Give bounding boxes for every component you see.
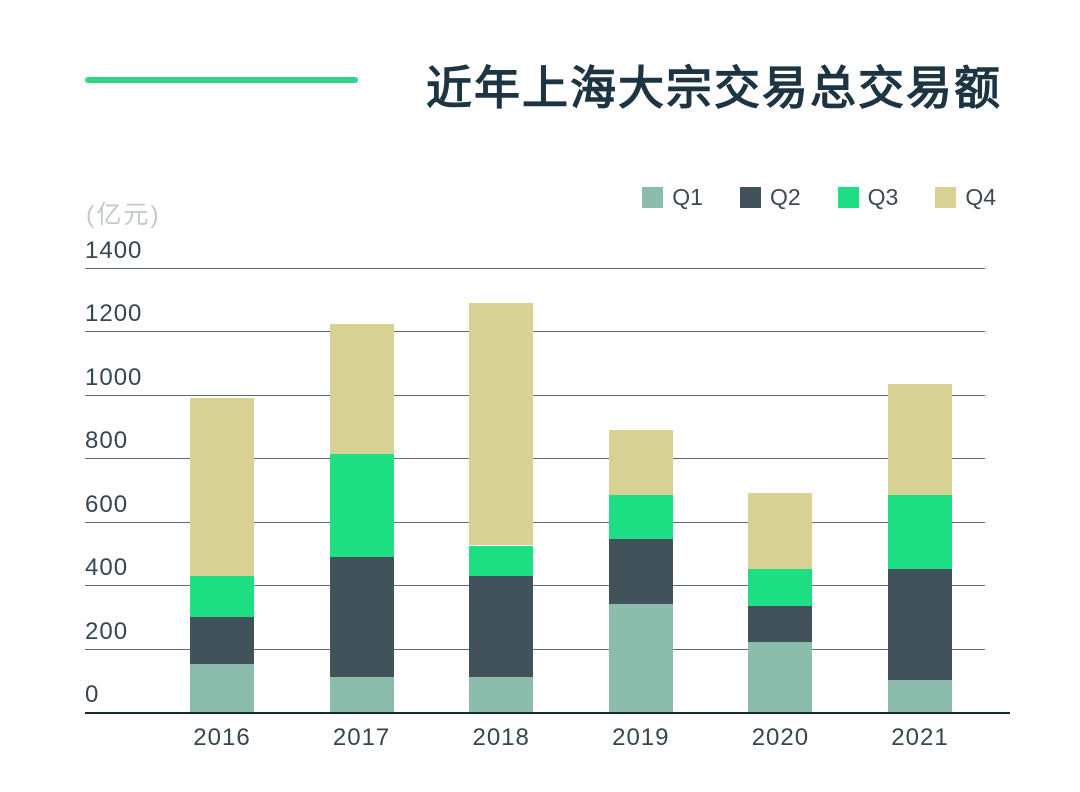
bar-2018-q2-segment	[469, 575, 534, 678]
bar-2019-q4-segment	[608, 429, 673, 495]
title-accent-line	[85, 77, 358, 83]
bar-2018-q1-segment	[469, 677, 534, 712]
y-tick-label-1200: 1200	[85, 300, 143, 328]
bar-2016-q1-segment	[190, 664, 254, 712]
x-tick-label-2021: 2021	[891, 724, 949, 751]
x-tick-label-2016: 2016	[193, 724, 251, 751]
bar-2020-q1-segment	[748, 642, 813, 712]
bar-2017-q1-segment	[329, 677, 394, 712]
bar-2020-q2-segment	[748, 605, 813, 643]
bar-2018-q4-segment	[469, 302, 534, 546]
bar-2016-q3-segment	[190, 575, 254, 617]
legend-item-q3: Q3	[837, 184, 899, 211]
y-axis-unit-label: (亿元)	[86, 201, 161, 229]
legend-swatch-q4	[935, 187, 957, 208]
bar-2019-q2-segment	[608, 539, 673, 605]
gridline-600	[85, 521, 985, 523]
bar-2020-q3-segment	[748, 569, 813, 606]
y-tick-label-800: 800	[85, 427, 129, 455]
bar-2018-q3-segment	[469, 545, 534, 576]
bar-2021-q1-segment	[888, 680, 952, 712]
chart-title: 近年上海大宗交易总交易额	[426, 62, 1002, 114]
y-tick-label-1400: 1400	[85, 237, 143, 264]
y-tick-label-0: 0	[85, 681, 100, 708]
bar-2017-q4-segment	[329, 323, 394, 454]
y-tick-label-400: 400	[85, 554, 129, 582]
legend-swatch-q2	[739, 187, 761, 208]
y-tick-label-600: 600	[85, 490, 129, 518]
legend-label-q1: Q1	[672, 184, 703, 210]
bar-2016-q2-segment	[190, 616, 254, 665]
x-tick-label-2020: 2020	[751, 724, 810, 751]
y-tick-label-200: 200	[85, 617, 129, 645]
bar-2021-q4-segment	[888, 383, 952, 495]
x-tick-label-2017: 2017	[332, 724, 391, 751]
x-axis-baseline	[85, 712, 1010, 714]
x-tick-label-2018: 2018	[472, 724, 530, 751]
bar-2021-q2-segment	[888, 569, 952, 681]
bar-2017-q2-segment	[329, 556, 394, 678]
legend-swatch-q3	[837, 187, 859, 208]
gridline-1400	[85, 268, 985, 269]
legend-label-q3: Q3	[867, 184, 899, 210]
bar-2017-q3-segment	[329, 453, 394, 557]
gridline-400	[85, 585, 985, 587]
bar-2019-q1-segment	[608, 604, 673, 712]
legend-swatch-q1	[642, 187, 664, 208]
gridline-800	[85, 458, 985, 460]
bar-2021-q3-segment	[888, 494, 952, 570]
x-tick-label-2019: 2019	[612, 724, 670, 751]
legend-label-q4: Q4	[965, 184, 996, 210]
bar-2019-q3-segment	[608, 494, 673, 540]
legend: Q1 Q2 Q3 Q4	[642, 184, 996, 211]
legend-label-q2: Q2	[769, 184, 801, 210]
bar-2020-q4-segment	[748, 493, 813, 570]
bar-2016-q4-segment	[190, 398, 254, 576]
gridline-1200	[85, 331, 985, 333]
legend-item-q1: Q1	[642, 184, 703, 211]
legend-item-q2: Q2	[739, 184, 801, 211]
gridline-1000	[85, 394, 985, 396]
y-tick-label-1000: 1000	[85, 363, 143, 391]
gridline-200	[85, 648, 985, 650]
legend-item-q4: Q4	[935, 184, 996, 211]
